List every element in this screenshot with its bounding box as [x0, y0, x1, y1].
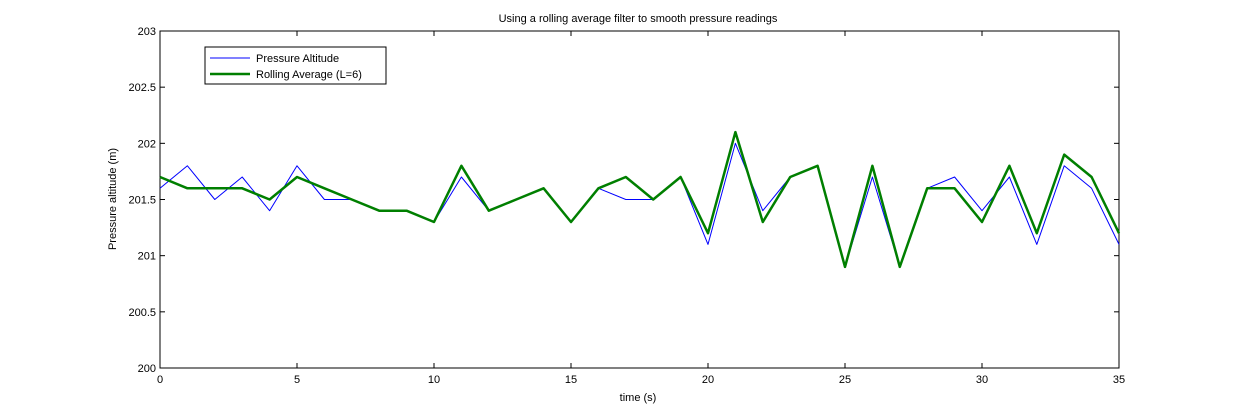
x-tick-label: 5 [294, 374, 300, 386]
y-axis-label: Pressure altitude (m) [107, 148, 119, 250]
x-axis: 0 5 10 15 20 25 30 35 [157, 31, 1125, 386]
y-tick-label: 202.5 [128, 82, 156, 94]
legend-box [204, 46, 387, 85]
x-tick-label: 10 [428, 374, 440, 386]
chart-title: Using a rolling average filter to smooth… [499, 13, 778, 25]
legend: Pressure Altitude Rolling Average (L=6) [204, 46, 387, 85]
y-axis: 200 200.5 201 201.5 202 202.5 203 [128, 26, 1119, 375]
x-tick-label: 20 [702, 374, 714, 386]
x-tick-label: 0 [157, 374, 163, 386]
x-tick-label: 25 [839, 374, 851, 386]
y-tick-label: 203 [138, 26, 156, 38]
y-tick-label: 201 [138, 251, 156, 263]
y-tick-label: 200.5 [128, 307, 156, 319]
x-axis-label: time (s) [620, 392, 657, 404]
series-line-rolling-average [159, 130, 1121, 269]
series-layer [159, 130, 1121, 269]
legend-label-pressure-altitude: Pressure Altitude [256, 53, 339, 65]
x-tick-label: 15 [565, 374, 577, 386]
series-line-pressure-altitude [159, 142, 1120, 268]
x-tick-label: 30 [976, 374, 988, 386]
y-tick-label: 202 [138, 138, 156, 150]
x-tick-label: 35 [1113, 374, 1125, 386]
y-tick-label: 200 [138, 363, 156, 375]
legend-label-rolling-average: Rolling Average (L=6) [256, 69, 362, 81]
y-tick-label: 201.5 [128, 195, 156, 207]
